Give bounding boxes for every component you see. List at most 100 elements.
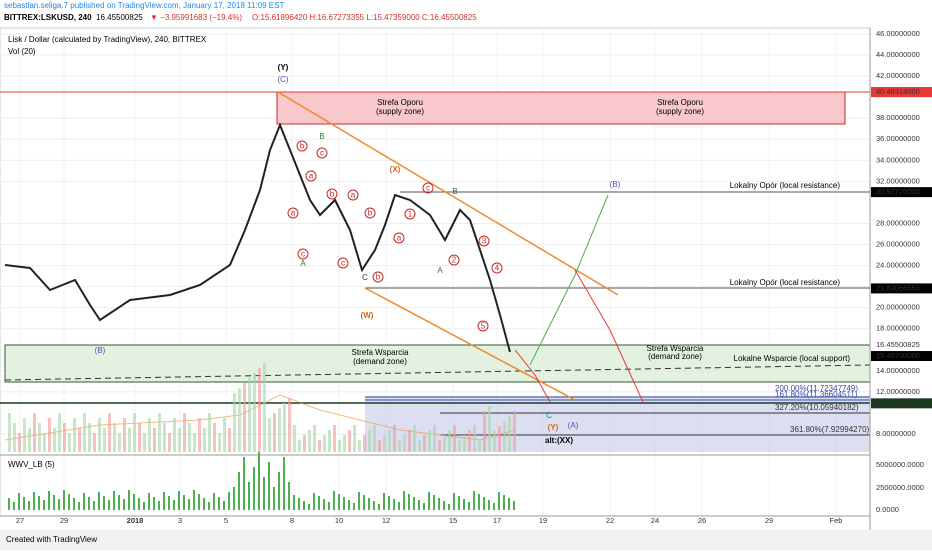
indicator-bar [303, 501, 305, 510]
annotation: 161.80%(11.36604511) [775, 390, 858, 399]
publisher: sebastian.seliga.7 published on TradingV… [4, 1, 284, 10]
volume-bar [148, 418, 151, 452]
volume-bar [83, 413, 86, 452]
indicator-bar [338, 494, 340, 510]
price-tick-label: 14.00000000 [876, 366, 920, 375]
date-tick-label: 10 [335, 516, 343, 525]
date-tick-label: 26 [698, 516, 706, 525]
annotation: (supply zone) [656, 107, 704, 116]
volume-bar [503, 421, 506, 452]
price-tick-label: 34.00000000 [876, 155, 920, 164]
indicator-bar [198, 494, 200, 510]
scenario-arrow [529, 194, 609, 366]
indicator-bar [163, 492, 165, 510]
wave-circle [297, 248, 309, 260]
indicator-bar [13, 502, 15, 510]
indicator-bar [313, 493, 315, 510]
annotation: (B) [610, 180, 621, 189]
volume-bar [423, 435, 426, 452]
annotation: Lokalny Opór (local resistance) [730, 278, 841, 287]
volume-bar [268, 418, 271, 452]
indicator-bar [143, 502, 145, 510]
indicator-bar [403, 491, 405, 510]
indicator-tick-label: 0.0000 [876, 505, 899, 514]
annotation: (C) [277, 75, 288, 84]
volume-bar [208, 413, 211, 452]
volume-bar [448, 430, 451, 452]
annotation: A [300, 259, 306, 268]
chart-area [0, 27, 871, 517]
ohlc: O:15.61896420 H:16.67273355 L:15.4735900… [252, 13, 477, 22]
indicator-bar [428, 492, 430, 510]
volume-bar [323, 435, 326, 452]
indicator-bar [8, 498, 10, 510]
price-tick-label: 26.00000000 [876, 240, 920, 249]
annotation: Lokalny Opór (local resistance) [730, 181, 841, 190]
indicator-bar [33, 492, 35, 510]
volume-bar [283, 403, 286, 452]
legend-indicator: WWV_LB (5) [8, 460, 55, 469]
indicator-bar [178, 491, 180, 510]
indicator-bar [188, 499, 190, 510]
wave-circle [372, 271, 384, 283]
indicator-bar [438, 498, 440, 510]
annotation: 361.80%(7.92994270) [790, 425, 870, 434]
volume-bar [68, 433, 71, 452]
annotation: 327.20%(10.05940182) [775, 403, 859, 412]
indicator-bar [433, 495, 435, 510]
volume-bar [43, 433, 46, 452]
price-marker [871, 398, 932, 409]
volume-bar [508, 416, 511, 452]
volume-bar [288, 398, 291, 452]
indicator-bar [58, 499, 60, 510]
scenario-arrow [514, 349, 551, 403]
volume-bar [373, 425, 376, 452]
date-tick-label: 29 [765, 516, 773, 525]
volume-bar [453, 425, 456, 452]
volume-bar [188, 423, 191, 452]
volume-bar [138, 423, 141, 452]
indicator-bar [193, 490, 195, 510]
indicator-bar [478, 494, 480, 510]
volume-bar [273, 413, 276, 452]
annotation: 4 [495, 264, 500, 273]
indicator-bar [158, 501, 160, 510]
indicator-bar [353, 503, 355, 510]
channel-line [277, 91, 619, 296]
indicator-bar [228, 492, 230, 510]
volume-bar [103, 428, 106, 452]
volume-bar [413, 425, 416, 452]
annotation: 5 [481, 322, 486, 331]
annotation: (Y) [548, 423, 559, 432]
indicator-bar [253, 467, 255, 510]
volume-bar [363, 435, 366, 452]
volume-bar [408, 430, 411, 452]
date-tick-label: 5 [224, 516, 228, 525]
annotation: c [301, 250, 305, 259]
volume-bar [368, 430, 371, 452]
indicator-bar [378, 504, 380, 510]
annotation: C [546, 411, 552, 420]
volume-bar [193, 433, 196, 452]
annotation: c [320, 149, 324, 158]
volume-bar [203, 428, 206, 452]
volume-bar [418, 440, 421, 452]
indicator-bar [333, 491, 335, 510]
volume-bar [178, 428, 181, 452]
annotation: Strefa Oporu [657, 98, 703, 107]
indicator-tick-label: 5000000.0000 [876, 460, 924, 469]
volume-bar [163, 423, 166, 452]
volume-bar [158, 413, 161, 452]
indicator-bar [383, 493, 385, 510]
volume-bar [513, 411, 516, 452]
indicator-bar [388, 496, 390, 510]
indicator-bar [348, 500, 350, 510]
indicator-bar [443, 501, 445, 510]
annotation: A [437, 266, 443, 275]
price-tick-label: 8.00000000 [876, 429, 916, 438]
volume-bar [18, 433, 21, 452]
date-tick-label: 15 [449, 516, 457, 525]
annotation: a [291, 209, 296, 218]
indicator-tick-label: 2500000.0000 [876, 483, 924, 492]
